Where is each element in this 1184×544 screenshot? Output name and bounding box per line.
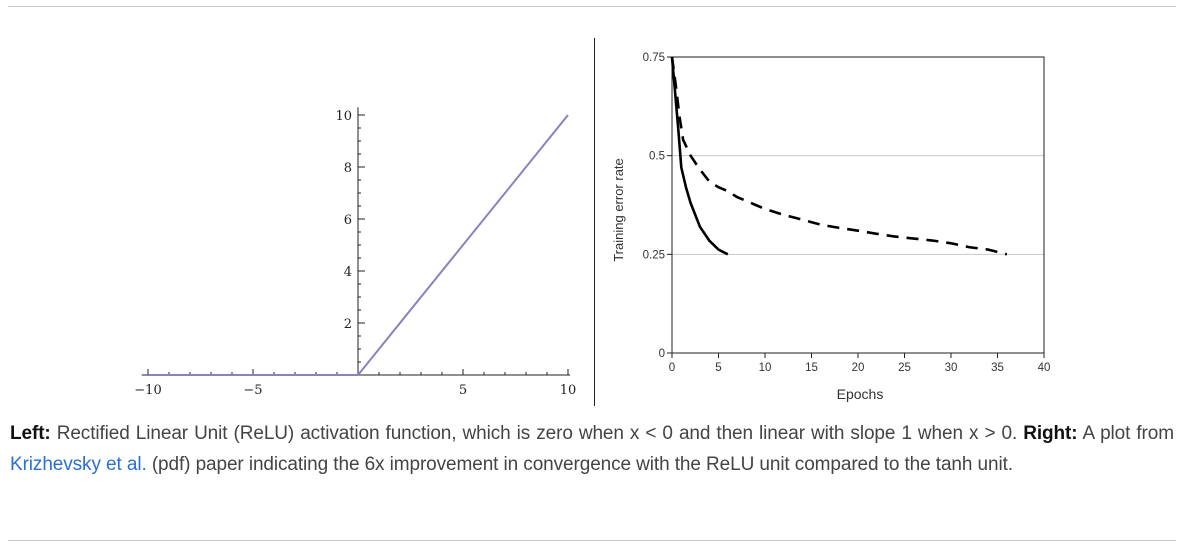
relu-y-tick-label: 6 <box>344 213 352 228</box>
training-y-tick-label: 0.5 <box>649 151 665 163</box>
relu-y-tick-label: 4 <box>344 265 352 280</box>
caption-left-label: Left: <box>10 423 51 444</box>
relu-error-line <box>670 56 729 256</box>
training-x-tick-label: 15 <box>805 362 818 374</box>
relu-line <box>148 114 569 376</box>
caption-right-label: Right: <box>1023 423 1078 444</box>
figure-caption: Left: Rectified Linear Unit (ReLU) activ… <box>10 419 1174 480</box>
training-x-tick-label: 10 <box>759 362 772 374</box>
figure-divider <box>594 38 595 406</box>
training-y-tick-label: 0.75 <box>643 52 665 64</box>
relu-y-tick-label: 8 <box>344 161 352 176</box>
caption-left-text: Rectified Linear Unit (ReLU) activation … <box>50 423 1024 444</box>
relu-x-tick-label: −5 <box>243 383 262 398</box>
caption-right-text-2: (pdf) paper indicating the 6x improvemen… <box>146 453 1013 475</box>
training-x-tick-label: 40 <box>1038 362 1051 374</box>
krizhevsky-paper-link[interactable]: Krizhevsky et al. <box>10 453 147 475</box>
training-y-axis-label: Training error rate <box>611 158 626 262</box>
training-y-tick-label: 0.25 <box>643 249 665 261</box>
training-y-tick-label: 0 <box>659 348 665 360</box>
relu-y-tick-label: 10 <box>335 109 352 124</box>
training-x-tick-label: 5 <box>715 362 721 374</box>
relu-x-tick-label: 10 <box>560 383 577 398</box>
bottom-divider <box>8 540 1176 541</box>
training-x-tick-label: 0 <box>669 362 675 374</box>
training-x-tick-label: 35 <box>991 362 1004 374</box>
training-error-chart: 0 5 10 15 20 25 30 35 40 0 0.25 0.5 0.75 Epochs Traini… <box>611 52 1051 402</box>
training-x-axis-label: Epochs <box>837 386 884 402</box>
training-plot-frame <box>671 56 1045 354</box>
caption-right-text-1: A plot from <box>1077 423 1175 444</box>
relu-x-tick-label: 5 <box>459 383 467 398</box>
relu-chart: −10 −5 5 10 2 4 6 8 10 <box>134 107 577 398</box>
training-x-tick-label: 30 <box>945 362 958 374</box>
top-divider <box>8 6 1176 7</box>
training-x-tick-label: 25 <box>898 362 911 374</box>
relu-y-tick-label: 2 <box>344 317 352 332</box>
tanh-error-line <box>670 56 1008 256</box>
training-x-tick-label: 20 <box>852 362 865 374</box>
relu-x-tick-label: −10 <box>134 383 161 398</box>
